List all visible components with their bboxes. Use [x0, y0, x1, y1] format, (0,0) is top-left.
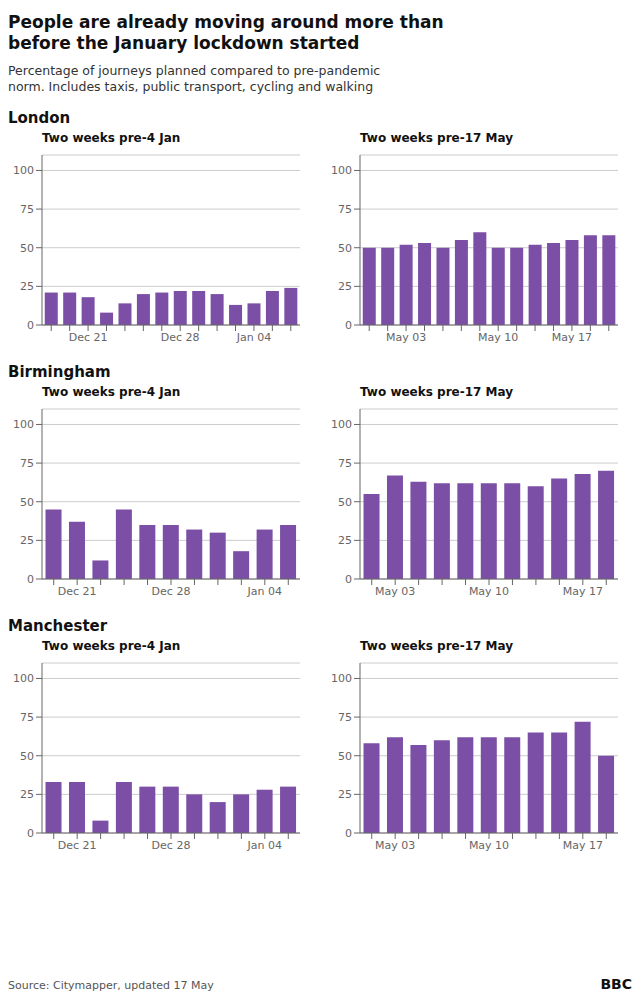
svg-text:0: 0: [345, 827, 352, 840]
svg-text:Dec 28: Dec 28: [152, 839, 191, 852]
svg-text:May 10: May 10: [469, 585, 509, 598]
svg-text:0: 0: [27, 827, 34, 840]
svg-text:May 03: May 03: [386, 331, 426, 344]
svg-text:50: 50: [338, 496, 352, 509]
svg-text:Dec 28: Dec 28: [161, 331, 200, 344]
svg-text:May 17: May 17: [552, 331, 592, 344]
svg-text:25: 25: [338, 280, 352, 293]
svg-text:100: 100: [13, 418, 34, 431]
svg-text:25: 25: [20, 788, 34, 801]
svg-text:25: 25: [20, 280, 34, 293]
html-text:Manchester: Manchester: [8, 617, 108, 635]
svg-text:50: 50: [20, 242, 34, 255]
svg-text:0: 0: [345, 573, 352, 586]
svg-text:100: 100: [331, 418, 352, 431]
svg-text:25: 25: [20, 534, 34, 547]
svg-text:50: 50: [20, 750, 34, 763]
html-text:Birmingham: Birmingham: [8, 363, 111, 381]
svg-text:100: 100: [13, 672, 34, 685]
svg-text:75: 75: [338, 203, 352, 216]
svg-text:25: 25: [338, 788, 352, 801]
svg-text:Dec 21: Dec 21: [69, 331, 108, 344]
svg-text:100: 100: [13, 164, 34, 177]
svg-text:May 17: May 17: [563, 585, 603, 598]
svg-text:25: 25: [338, 534, 352, 547]
html-text:Percentage of journeys planned: Percentage of journeys planned compared …: [8, 62, 381, 94]
html-text:Source: Citymapper, updated 17: Source: Citymapper, updated 17 May: [8, 979, 214, 992]
svg-text:May 03: May 03: [375, 585, 415, 598]
svg-text:Dec 21: Dec 21: [58, 585, 97, 598]
svg-text:50: 50: [338, 750, 352, 763]
svg-text:May 10: May 10: [469, 839, 509, 852]
html-text:London: London: [8, 109, 71, 127]
html-text:People are already moving arou: People are already moving around more th…: [8, 12, 444, 54]
svg-text:Dec 28: Dec 28: [152, 585, 191, 598]
svg-text:75: 75: [20, 711, 34, 724]
svg-text:50: 50: [20, 496, 34, 509]
html-text:Two weeks pre-17 May: Two weeks pre-17 May: [360, 639, 513, 653]
svg-text:0: 0: [345, 319, 352, 332]
html-text:Two weeks pre-17 May: Two weeks pre-17 May: [360, 131, 513, 145]
html-text:Two weeks pre-4 Jan: Two weeks pre-4 Jan: [42, 385, 181, 399]
svg-text:Jan 04: Jan 04: [247, 839, 282, 852]
svg-text:50: 50: [338, 242, 352, 255]
svg-text:100: 100: [331, 164, 352, 177]
svg-text:75: 75: [20, 457, 34, 470]
html-text:Two weeks pre-4 Jan: Two weeks pre-4 Jan: [42, 639, 181, 653]
svg-text:75: 75: [20, 203, 34, 216]
svg-text:0: 0: [27, 573, 34, 586]
svg-text:May 17: May 17: [563, 839, 603, 852]
svg-text:May 10: May 10: [478, 331, 518, 344]
html-text:BBC: BBC: [600, 976, 632, 992]
svg-text:May 03: May 03: [375, 839, 415, 852]
svg-text:Jan 04: Jan 04: [247, 585, 282, 598]
svg-text:100: 100: [331, 672, 352, 685]
svg-text:0: 0: [27, 319, 34, 332]
svg-text:Jan 04: Jan 04: [236, 331, 271, 344]
html-text:Two weeks pre-4 Jan: Two weeks pre-4 Jan: [42, 131, 181, 145]
html-text:Two weeks pre-17 May: Two weeks pre-17 May: [360, 385, 513, 399]
svg-text:Dec 21: Dec 21: [58, 839, 97, 852]
svg-text:75: 75: [338, 457, 352, 470]
svg-text:75: 75: [338, 711, 352, 724]
